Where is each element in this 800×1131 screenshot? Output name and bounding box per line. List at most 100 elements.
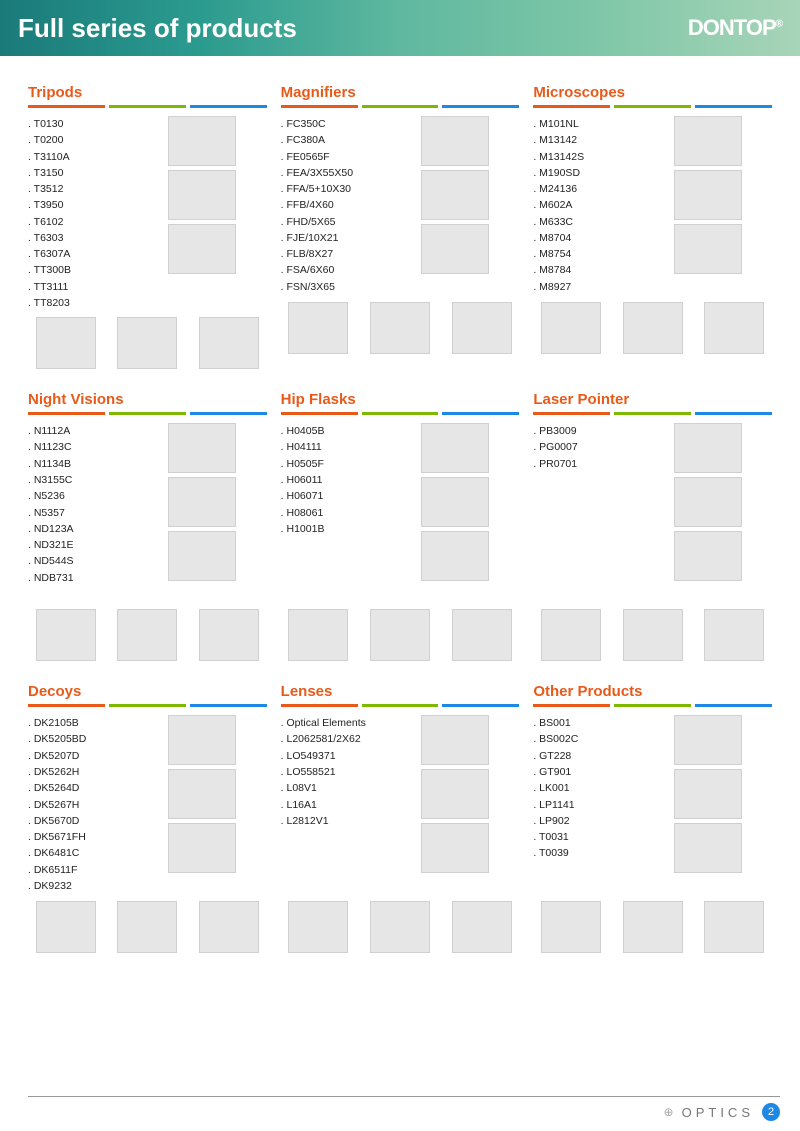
product-code: LK001 — [533, 780, 643, 796]
category-body: DK2105BDK5205BDDK5207DDK5262HDK5264DDK52… — [28, 715, 267, 895]
category-divider — [28, 412, 267, 415]
product-image-placeholder — [674, 116, 742, 166]
product-image-placeholder — [168, 715, 236, 765]
product-image-placeholder — [370, 901, 430, 953]
category-title: Hip Flasks — [281, 391, 520, 408]
product-image-placeholder — [674, 477, 742, 527]
category-divider — [533, 412, 772, 415]
bottom-image-row — [281, 302, 520, 354]
brand-logo: DONTOP® — [688, 15, 782, 41]
product-image-placeholder — [288, 609, 348, 661]
product-image-placeholder — [421, 423, 489, 473]
product-code: FFB/4X60 — [281, 197, 391, 213]
bottom-image-row — [281, 901, 520, 953]
bottom-image-row — [28, 317, 267, 369]
category-divider — [533, 105, 772, 108]
product-image-placeholder — [168, 224, 236, 274]
category-block: MagnifiersFC350CFC380AFE0565FFEA/3X55X50… — [281, 84, 520, 369]
product-code: M8927 — [533, 279, 643, 295]
product-list: M101NLM13142M13142SM190SDM24136M602AM633… — [533, 116, 643, 296]
category-divider — [281, 412, 520, 415]
product-image-placeholder — [623, 609, 683, 661]
product-list: BS001BS002CGT228GT901LK001LP1141LP902T00… — [533, 715, 643, 895]
categories-grid: Tripods T0130T0200T3110AT3150T3512T3950T6… — [0, 56, 800, 963]
product-code: FJE/10X21 — [281, 230, 391, 246]
category-block: MicroscopesM101NLM13142M13142SM190SDM241… — [533, 84, 772, 369]
product-code: L2062581/2X62 — [281, 731, 391, 747]
brand-text: DONTOP — [688, 15, 776, 40]
product-code: L16A1 — [281, 797, 391, 813]
side-image-column — [138, 116, 267, 311]
category-block: Night Visions N1112AN1123CN1134BN3155CN52… — [28, 391, 267, 661]
product-image-placeholder — [421, 477, 489, 527]
product-image-placeholder — [199, 317, 259, 369]
product-code: N1112A — [28, 423, 138, 439]
product-list: H0405BH04111H0505FH06011H06071H08061H100… — [281, 423, 391, 603]
product-code: H06071 — [281, 488, 391, 504]
category-block: Hip Flasks H0405BH04111H0505FH06011H06071… — [281, 391, 520, 661]
product-code: H1001B — [281, 521, 391, 537]
product-code: N1134B — [28, 456, 138, 472]
product-code: PB3009 — [533, 423, 643, 439]
bottom-image-row — [28, 901, 267, 953]
product-image-placeholder — [421, 116, 489, 166]
product-image-placeholder — [168, 769, 236, 819]
category-body: BS001BS002CGT228GT901LK001LP1141LP902T00… — [533, 715, 772, 895]
category-body: FC350CFC380AFE0565FFEA/3X55X50FFA/5+10X3… — [281, 116, 520, 296]
category-block: Other ProductsBS001BS002CGT228GT901LK001… — [533, 683, 772, 953]
product-code: N3155C — [28, 472, 138, 488]
product-image-placeholder — [168, 170, 236, 220]
page-title: Full series of products — [18, 13, 297, 44]
product-code: DK9232 — [28, 878, 138, 894]
product-code: GT901 — [533, 764, 643, 780]
category-title: Laser Pointer — [533, 391, 772, 408]
product-image-placeholder — [168, 116, 236, 166]
bottom-image-row — [533, 609, 772, 661]
category-title: Night Visions — [28, 391, 267, 408]
product-code: Optical Elements — [281, 715, 391, 731]
side-image-column — [390, 423, 519, 603]
product-image-placeholder — [168, 531, 236, 581]
product-code: M13142S — [533, 149, 643, 165]
page-footer: ⊕ OPTICS 2 — [28, 1096, 780, 1121]
product-code: H0405B — [281, 423, 391, 439]
bottom-image-row — [533, 901, 772, 953]
product-code: FHD/5X65 — [281, 214, 391, 230]
category-title: Tripods — [28, 84, 267, 101]
category-body: PB3009PG0007PR0701 — [533, 423, 772, 603]
product-code: LP902 — [533, 813, 643, 829]
product-image-placeholder — [541, 302, 601, 354]
category-divider — [28, 704, 267, 707]
brand-reg: ® — [776, 19, 782, 30]
product-image-placeholder — [452, 609, 512, 661]
product-image-placeholder — [623, 302, 683, 354]
side-image-column — [390, 116, 519, 296]
product-image-placeholder — [674, 423, 742, 473]
product-code: ND321E — [28, 537, 138, 553]
product-code: LP1141 — [533, 797, 643, 813]
product-code: T3110A — [28, 149, 138, 165]
product-list: N1112AN1123CN1134BN3155CN5236N5357ND123A… — [28, 423, 138, 603]
product-image-placeholder — [421, 715, 489, 765]
product-list: T0130T0200T3110AT3150T3512T3950T6102T630… — [28, 116, 138, 311]
product-code: DK5262H — [28, 764, 138, 780]
product-image-placeholder — [117, 317, 177, 369]
category-title: Decoys — [28, 683, 267, 700]
product-image-placeholder — [36, 901, 96, 953]
product-code: M8784 — [533, 262, 643, 278]
product-image-placeholder — [452, 901, 512, 953]
product-image-placeholder — [704, 302, 764, 354]
product-image-placeholder — [623, 901, 683, 953]
product-code: T3512 — [28, 181, 138, 197]
product-code: BS001 — [533, 715, 643, 731]
product-code: DK2105B — [28, 715, 138, 731]
product-image-placeholder — [199, 901, 259, 953]
product-list: Optical ElementsL2062581/2X62LO549371LO5… — [281, 715, 391, 895]
product-image-placeholder — [168, 823, 236, 873]
product-code: DK5264D — [28, 780, 138, 796]
product-image-placeholder — [421, 823, 489, 873]
product-code: FLB/8X27 — [281, 246, 391, 262]
page-header: Full series of products DONTOP® — [0, 0, 800, 56]
product-code: M24136 — [533, 181, 643, 197]
product-image-placeholder — [674, 224, 742, 274]
